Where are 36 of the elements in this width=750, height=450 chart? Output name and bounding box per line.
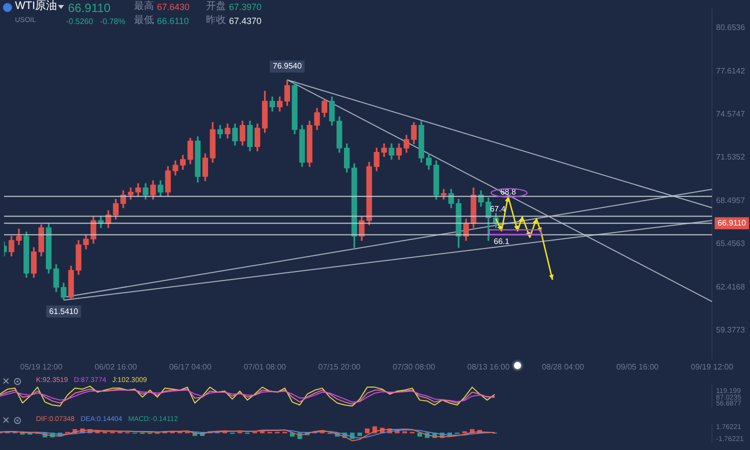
- x-tick-label: 07/01 08:00: [244, 362, 287, 372]
- annotation: 67.4: [490, 204, 506, 214]
- annotation: 67.6430: [157, 2, 190, 13]
- x-tick-label: 09/19 12:00: [690, 362, 734, 372]
- y-tick-label: 59.3773: [716, 326, 746, 335]
- y-tick-label: 62.4168: [716, 282, 746, 292]
- y-tick-label: 71.5352: [716, 152, 746, 162]
- x-tick-label: 06/02 16:00: [94, 362, 138, 372]
- annotation: 68.8: [500, 188, 516, 197]
- x-tick-label: 07/30 08:00: [392, 362, 436, 372]
- annotation: 61.5410: [49, 306, 79, 316]
- annotation: 67.3970: [229, 2, 262, 13]
- annotation: 67.4370: [229, 16, 262, 27]
- x-tick-label: 06/17 04:00: [169, 362, 212, 372]
- annotation: 66.6110: [157, 16, 189, 27]
- annotation: 66.9110: [68, 1, 110, 15]
- x-tick-label: 05/19 12:00: [20, 362, 63, 372]
- annotation: -0.78%: [100, 17, 126, 27]
- y-tick-label: 65.4563: [716, 239, 746, 248]
- annotation: 最高: [134, 1, 154, 13]
- x-tick-label: 08/13 16:00: [467, 362, 510, 372]
- annotation: 开盘: [206, 1, 226, 13]
- y-tick-label: 68.4957: [716, 196, 746, 205]
- annotation: 76.9540: [272, 62, 302, 71]
- y-tick-label: 80.6536: [716, 23, 746, 32]
- y-tick-label: 74.5747: [716, 110, 746, 119]
- ref-line-label: 66.9110: [718, 218, 747, 228]
- x-tick-label: 09/05 16:00: [616, 362, 660, 372]
- chart-title: WTI原油: [15, 0, 58, 13]
- annotation: 最低: [134, 15, 154, 27]
- annotation: 66.1: [494, 236, 510, 246]
- x-tick-label: 07/15 20:00: [318, 362, 362, 372]
- annotation: -0.5260: [66, 17, 94, 27]
- x-tick-label: 08/28 04:00: [542, 362, 585, 372]
- y-tick-label: 77.6142: [716, 66, 746, 76]
- annotation: 昨收: [206, 15, 226, 27]
